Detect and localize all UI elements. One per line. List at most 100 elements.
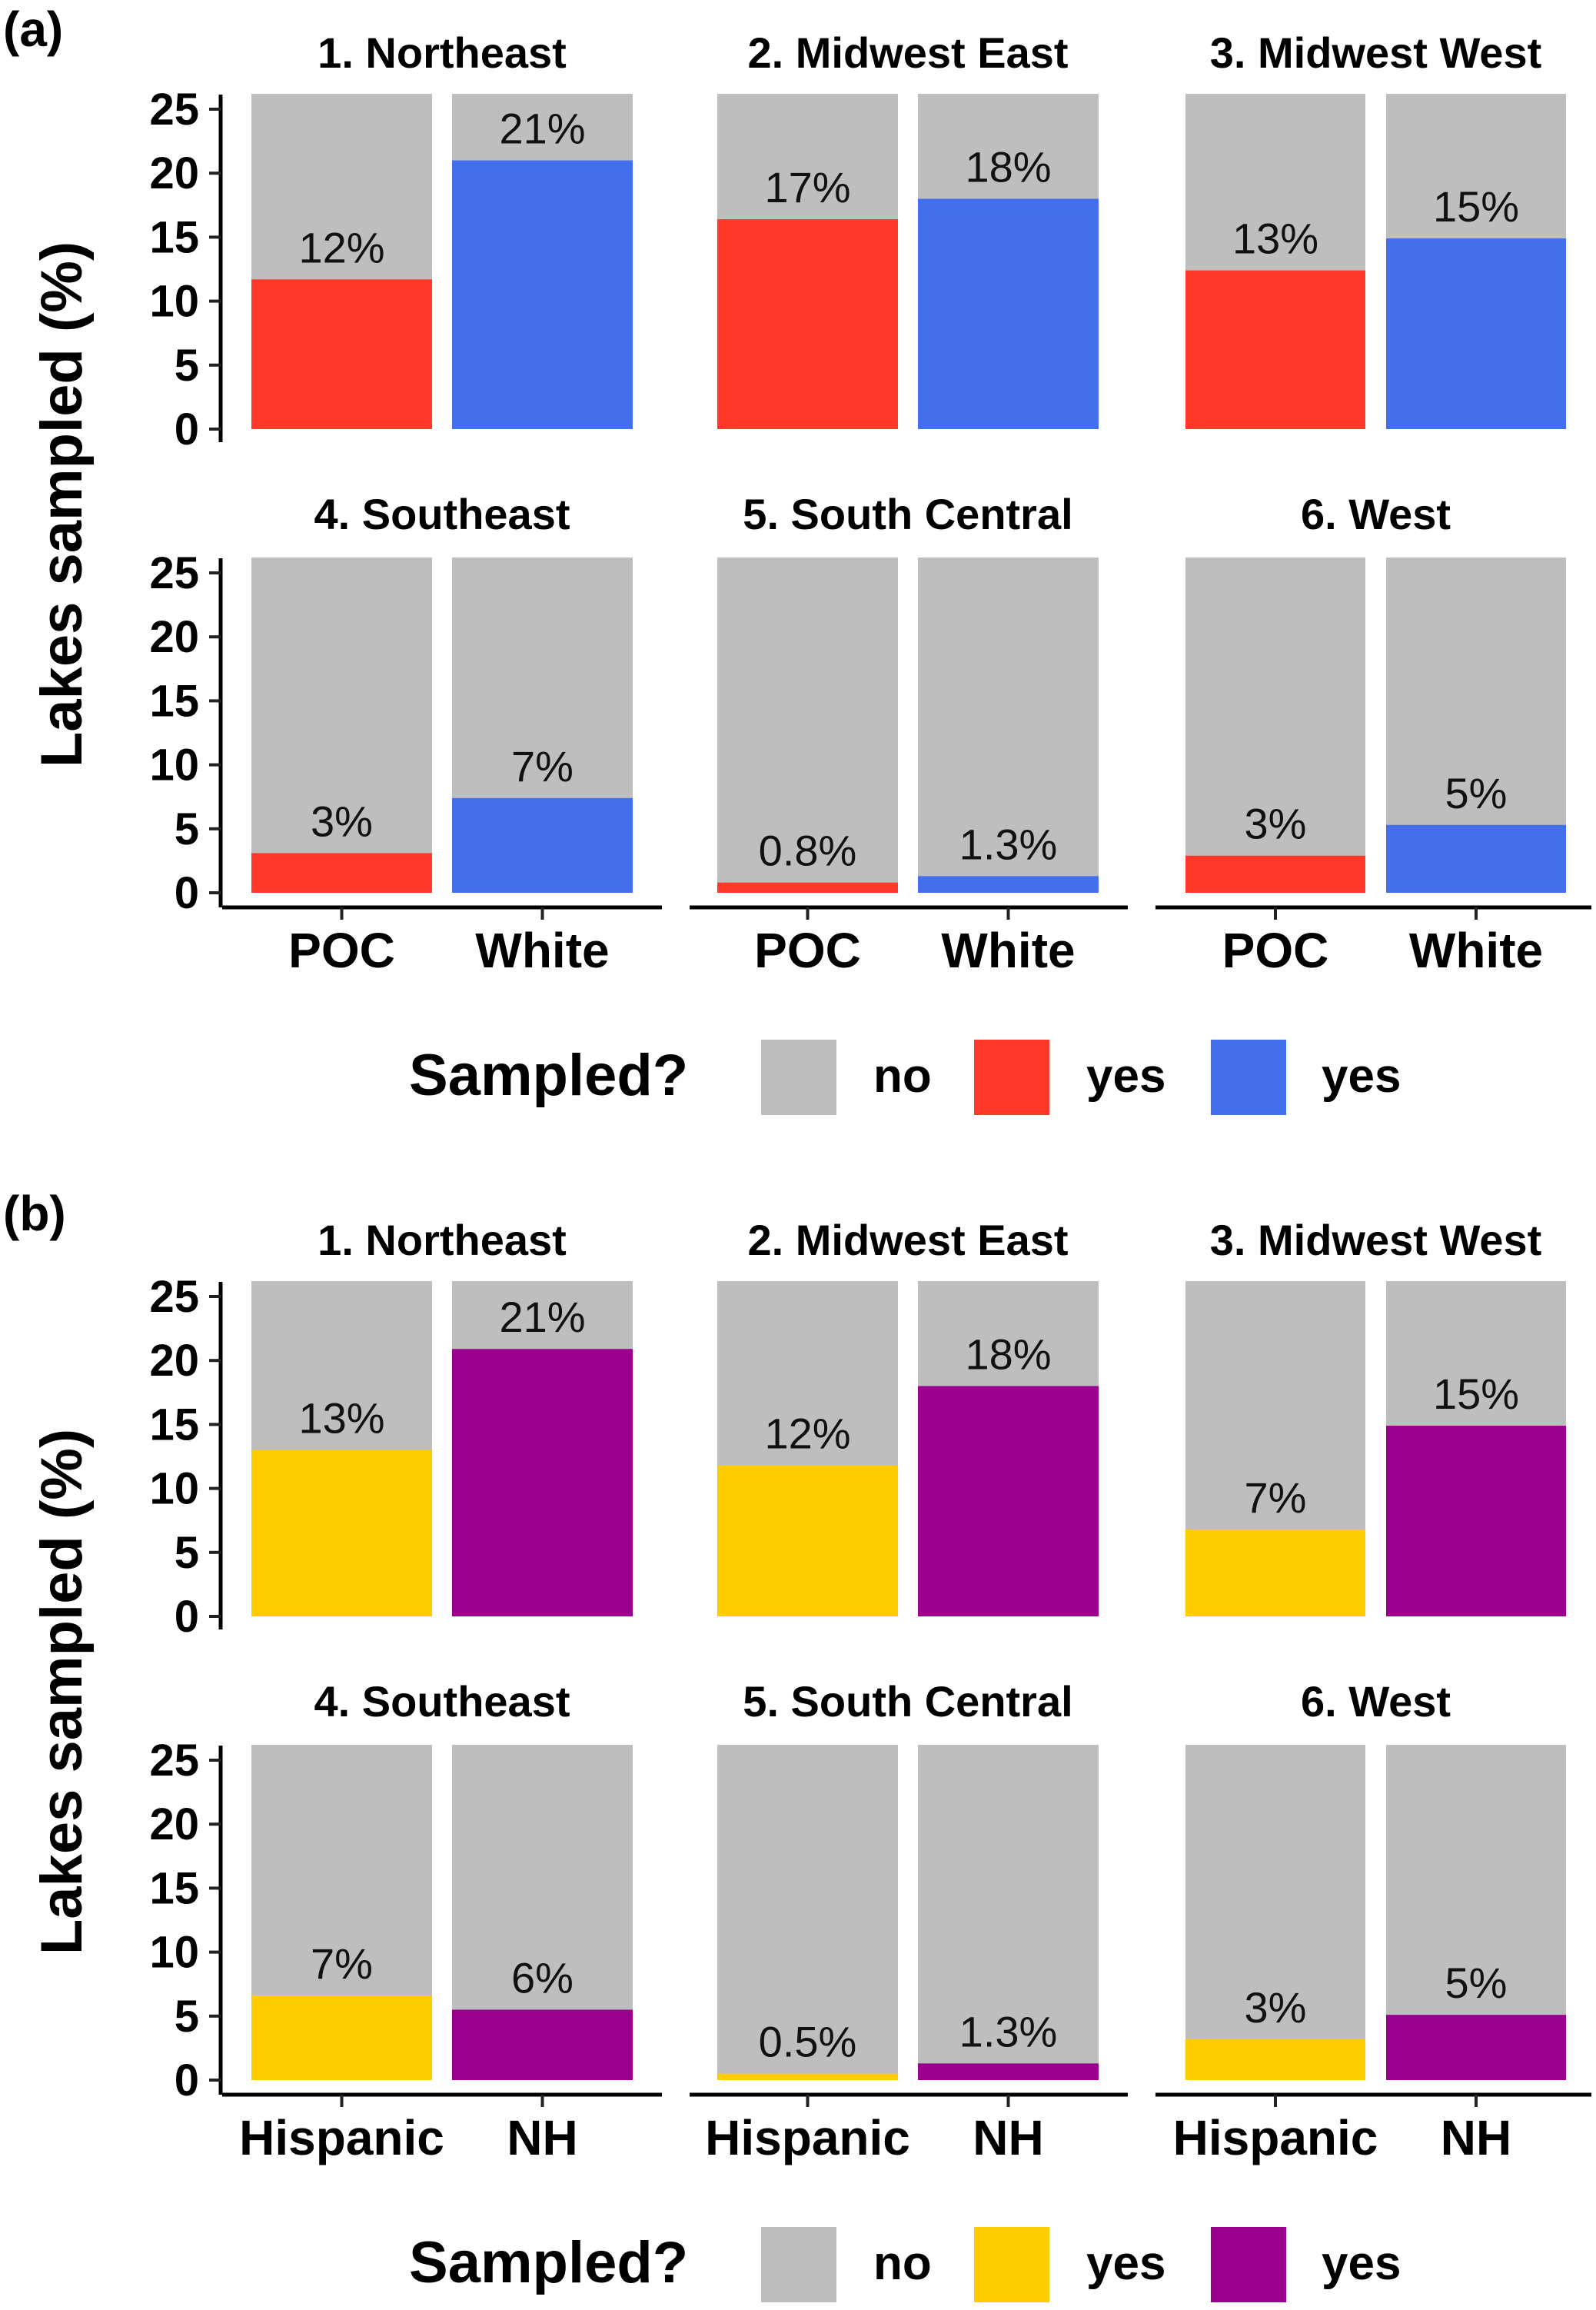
bar-yes-segment <box>452 797 633 893</box>
bar-yes-segment <box>251 1995 432 2080</box>
y-tick-label: 10 <box>149 277 199 327</box>
bar-yes-segment <box>1386 824 1566 893</box>
y-tick-label: 20 <box>149 1799 199 1849</box>
bar-yes-segment <box>1386 2015 1566 2080</box>
bar-no-segment <box>918 1745 1099 2080</box>
y-tick-label: 5 <box>175 341 199 391</box>
facet: 4. Southeast 7% 6% 0 5 10 15 20 25 Hispanic NH <box>149 1677 662 2165</box>
y-tick-label: 15 <box>149 676 199 726</box>
bar-yes-segment <box>717 2073 898 2080</box>
bar-yes-segment <box>1386 238 1566 429</box>
bar-yes-segment <box>918 198 1099 429</box>
bar-yes-segment <box>717 1465 898 1616</box>
legend-label-yes-nh: yes <box>1322 2237 1401 2290</box>
bar-no-segment <box>1185 558 1365 893</box>
bar-value-label: 15% <box>1433 182 1519 231</box>
bar-no-segment <box>717 1745 898 2080</box>
y-tick-label: 10 <box>149 1928 199 1978</box>
bar-value-label: 18% <box>965 142 1051 191</box>
y-tick-label: 25 <box>149 85 199 135</box>
facet-panel-group: 1. Northeast 13% 21% 0 5 10 15 20 25 2. Midwest E… <box>149 1216 1591 2165</box>
bar-value-label: 17% <box>764 163 850 211</box>
facet-title: 1. Northeast <box>318 1216 567 1264</box>
y-tick-label: 15 <box>149 1863 199 1913</box>
facet: 3. Midwest West 7% 15% <box>1185 1216 1566 1616</box>
y-tick-label: 5 <box>175 1992 199 2042</box>
y-tick-label: 0 <box>175 404 199 454</box>
panel-a: (a) Lakes sampled (%) Sampled? no yes ye… <box>3 2 1401 1115</box>
x-tick-label: White <box>475 923 609 978</box>
bar-value-label: 1.3% <box>959 820 1058 868</box>
legend-key-no-a <box>761 1040 836 1115</box>
bar-yes-segment <box>1185 1529 1365 1616</box>
facet-title: 3. Midwest West <box>1210 28 1542 77</box>
x-tick-label: POC <box>754 923 861 978</box>
facet: 2. Midwest East 17% 18% <box>717 28 1099 430</box>
legend-label-yes-hispanic: yes <box>1086 2237 1165 2290</box>
facet-panel-group: 1. Northeast 12% 21% 0 5 10 15 20 25 2. Midwest E… <box>149 28 1591 978</box>
facet-plots: 1. Northeast 12% 21% 0 5 10 15 20 25 2. Midwest E… <box>149 28 1591 2165</box>
facet: 6. West 3% 5% POC White <box>1155 490 1591 978</box>
bar-value-label: 5% <box>1445 1959 1508 2007</box>
bar-no-segment <box>251 558 432 893</box>
y-tick-label: 5 <box>175 804 199 854</box>
y-tick-label: 15 <box>149 212 199 262</box>
legend-title-b: Sampled? <box>409 2230 688 2295</box>
legend-key-yes-poc <box>974 1040 1049 1115</box>
bar-value-label: 6% <box>511 1953 574 2002</box>
facet-title: 5. South Central <box>743 490 1072 538</box>
bar-no-segment <box>717 558 898 893</box>
facet: 6. West 3% 5% Hispanic NH <box>1155 1677 1591 2165</box>
y-tick-label: 10 <box>149 1464 199 1514</box>
facet: 5. South Central 0.8% 1.3% POC White <box>690 490 1128 978</box>
legend-key-yes-hispanic <box>974 2227 1049 2302</box>
x-tick-label: NH <box>973 2110 1043 2165</box>
panel-b: (b) Lakes sampled (%) Sampled? no yes ye… <box>3 1186 1401 2302</box>
bar-value-label: 3% <box>1245 1983 1307 2032</box>
bar-no-segment <box>1185 1745 1365 2080</box>
bar-yes-segment <box>1185 855 1365 893</box>
bar-value-label: 1.3% <box>959 2007 1058 2055</box>
bar-value-label: 15% <box>1433 1370 1519 1418</box>
bar-yes-segment <box>452 160 633 429</box>
panel-letter-b: (b) <box>3 1186 66 1241</box>
facet: 3. Midwest West 13% 15% <box>1185 28 1566 430</box>
x-tick-label: NH <box>507 2110 577 2165</box>
bar-yes-segment <box>251 853 432 893</box>
y-tick-label: 25 <box>149 548 199 598</box>
bar-yes-segment <box>717 882 898 893</box>
facet: 4. Southeast 3% 7% 0 5 10 15 20 25 POC White <box>149 490 662 978</box>
facet-title: 6. West <box>1301 490 1451 538</box>
bar-yes-segment <box>918 2063 1099 2080</box>
facet-title: 5. South Central <box>743 1677 1072 1726</box>
bar-yes-segment <box>717 219 898 429</box>
bar-yes-segment <box>1185 270 1365 429</box>
y-tick-label: 0 <box>175 868 199 918</box>
bar-value-label: 5% <box>1445 769 1508 817</box>
legend-key-no-b <box>761 2227 836 2302</box>
bar-value-label: 7% <box>311 1939 373 1988</box>
bar-value-label: 7% <box>1245 1473 1307 1522</box>
bar-yes-segment <box>1185 2039 1365 2080</box>
facet-title: 1. Northeast <box>318 28 567 77</box>
bar-value-label: 0.5% <box>759 2018 857 2066</box>
x-tick-label: POC <box>288 923 395 978</box>
legend-key-yes-nh <box>1211 2227 1286 2302</box>
bar-value-label: 3% <box>311 797 373 845</box>
x-tick-label: White <box>941 923 1075 978</box>
facet-title: 6. West <box>1301 1677 1451 1726</box>
facet: 1. Northeast 13% 21% 0 5 10 15 20 25 <box>149 1216 633 1642</box>
facet: 5. South Central 0.5% 1.3% Hispanic NH <box>690 1677 1128 2165</box>
facet: 1. Northeast 12% 21% 0 5 10 15 20 25 <box>149 28 633 454</box>
x-tick-label: NH <box>1441 2110 1511 2165</box>
y-tick-label: 5 <box>175 1528 199 1578</box>
facet-title: 2. Midwest East <box>747 1216 1068 1264</box>
facet-title: 2. Midwest East <box>747 28 1068 77</box>
bar-value-label: 7% <box>511 742 574 791</box>
panel-letter-a: (a) <box>3 2 63 57</box>
y-tick-label: 0 <box>175 1592 199 1642</box>
y-tick-label: 20 <box>149 1336 199 1386</box>
bar-value-label: 18% <box>965 1330 1051 1378</box>
bar-value-label: 3% <box>1245 800 1307 848</box>
